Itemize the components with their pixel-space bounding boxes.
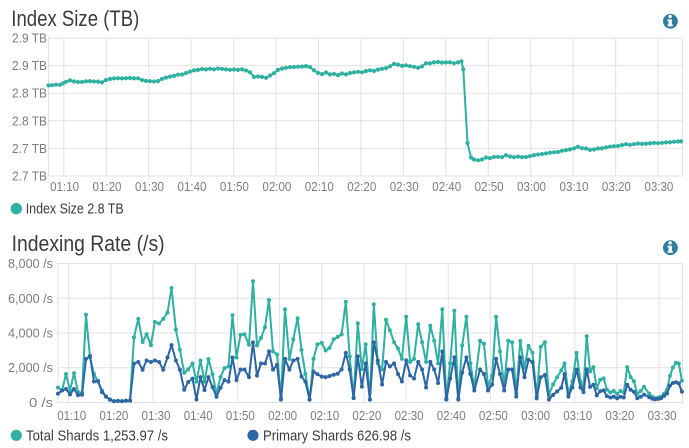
- svg-text:01:10: 01:10: [50, 179, 79, 194]
- svg-text:03:20: 03:20: [605, 408, 634, 423]
- svg-text:2,000 /s: 2,000 /s: [8, 360, 53, 375]
- svg-text:Total Shards 1,253.97 /s: Total Shards 1,253.97 /s: [26, 427, 168, 444]
- svg-text:02:40: 02:40: [437, 408, 466, 423]
- svg-text:0 /s: 0 /s: [29, 395, 54, 410]
- svg-text:01:10: 01:10: [57, 408, 86, 423]
- svg-text:03:10: 03:10: [560, 179, 589, 194]
- svg-text:03:00: 03:00: [521, 408, 550, 423]
- svg-text:2.7 TB: 2.7 TB: [12, 141, 47, 156]
- svg-text:2.9 TB: 2.9 TB: [12, 31, 47, 46]
- svg-text:2.9 TB: 2.9 TB: [12, 58, 47, 73]
- svg-text:02:10: 02:10: [310, 408, 339, 423]
- svg-text:02:50: 02:50: [475, 179, 504, 194]
- svg-text:01:20: 01:20: [99, 408, 128, 423]
- svg-text:2.8 TB: 2.8 TB: [12, 86, 47, 101]
- svg-text:8,000 /s: 8,000 /s: [8, 256, 53, 271]
- svg-text:01:30: 01:30: [142, 408, 171, 423]
- svg-text:01:40: 01:40: [184, 408, 213, 423]
- svg-text:02:00: 02:00: [268, 408, 297, 423]
- svg-text:02:20: 02:20: [352, 408, 381, 423]
- svg-text:Index Size 2.8 TB: Index Size 2.8 TB: [26, 201, 124, 218]
- svg-text:02:10: 02:10: [305, 179, 334, 194]
- svg-text:01:30: 01:30: [135, 179, 164, 194]
- svg-text:02:40: 02:40: [432, 179, 461, 194]
- svg-text:Primary Shards 626.98 /s: Primary Shards 626.98 /s: [263, 427, 411, 444]
- svg-text:03:20: 03:20: [602, 179, 631, 194]
- svg-text:03:00: 03:00: [517, 179, 546, 194]
- svg-text:4,000 /s: 4,000 /s: [8, 326, 53, 341]
- svg-text:03:10: 03:10: [563, 408, 592, 423]
- svg-text:01:40: 01:40: [178, 179, 207, 194]
- svg-text:2.7 TB: 2.7 TB: [12, 169, 47, 184]
- svg-text:Index Size (TB): Index Size (TB): [11, 6, 139, 31]
- svg-text:02:50: 02:50: [479, 408, 508, 423]
- svg-text:03:30: 03:30: [644, 179, 673, 194]
- svg-text:02:30: 02:30: [395, 408, 424, 423]
- svg-text:Indexing Rate (/s): Indexing Rate (/s): [12, 231, 165, 256]
- svg-text:03:30: 03:30: [648, 408, 677, 423]
- svg-text:2.8 TB: 2.8 TB: [12, 113, 47, 128]
- svg-text:01:50: 01:50: [226, 408, 255, 423]
- svg-text:01:20: 01:20: [93, 179, 122, 194]
- svg-text:02:20: 02:20: [347, 179, 376, 194]
- svg-text:02:30: 02:30: [390, 179, 419, 194]
- svg-text:02:00: 02:00: [262, 179, 291, 194]
- svg-text:01:50: 01:50: [220, 179, 249, 194]
- svg-text:6,000 /s: 6,000 /s: [8, 291, 53, 306]
